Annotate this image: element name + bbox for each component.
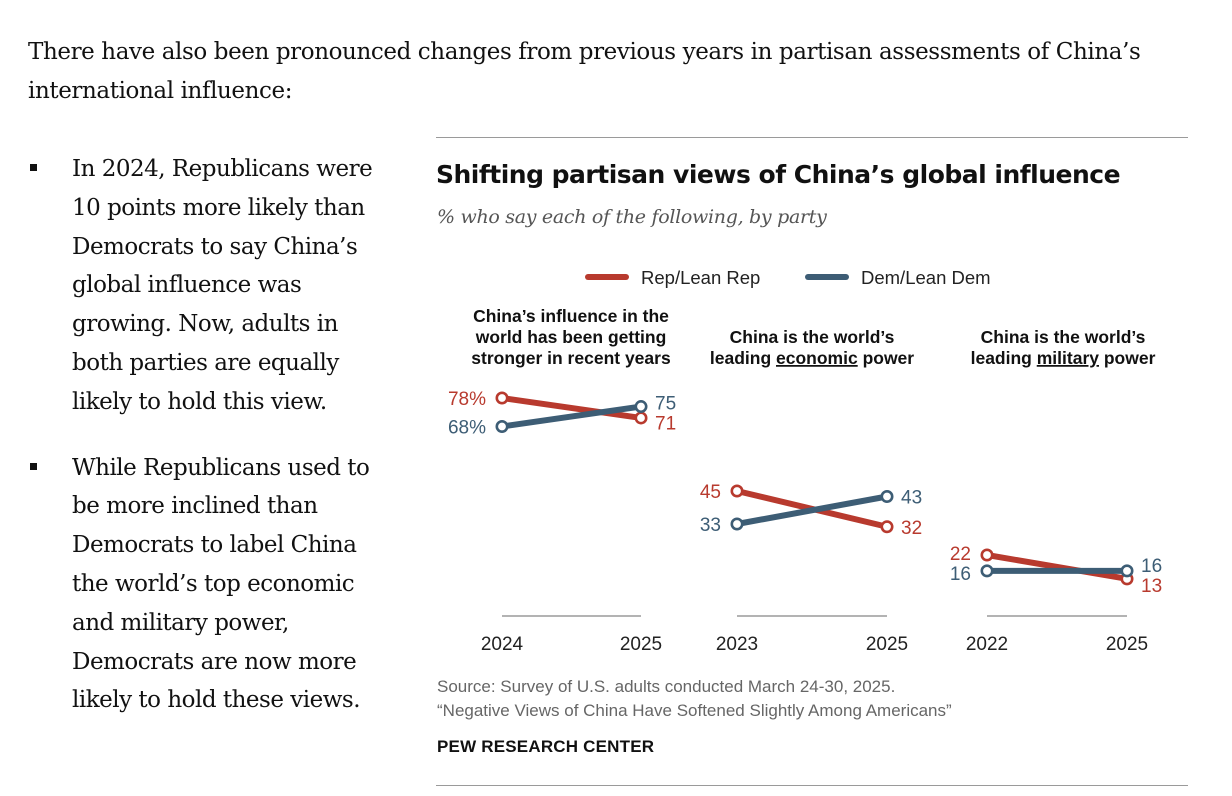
bullet-line: and military power, <box>72 609 289 636</box>
title-text: power <box>858 348 915 368</box>
panel-2-point-dem-end <box>880 489 894 503</box>
panel-3-point-dem-end <box>1120 564 1134 578</box>
bullet-line: 10 points more likely than <box>72 194 365 221</box>
panel-2-point-rep-end <box>880 520 894 534</box>
bullet-square-icon <box>30 462 37 470</box>
title-text: power <box>1099 348 1156 368</box>
panel-2-label-rep-end: 32 <box>901 518 922 539</box>
title-text: leading <box>710 348 776 368</box>
panel-1-label-dem-end: 75 <box>655 393 676 414</box>
panel-1-title-line: China’s influence in the <box>473 306 669 326</box>
bullet-line: likely to hold this view. <box>72 388 327 415</box>
panel-3-title-line: leading military power <box>971 348 1156 368</box>
bullet-list: In 2024, Republicans were 10 points more… <box>28 150 408 747</box>
panel-3-point-dem-start <box>980 564 994 578</box>
bullet-text-1: In 2024, Republicans were 10 points more… <box>72 150 408 422</box>
panel-2-series-line-dem <box>734 493 890 527</box>
panel-3-label-rep-end: 13 <box>1141 576 1162 597</box>
intro-paragraph: There have also been pronounced changes … <box>28 39 1141 104</box>
panel-3-point-rep-start <box>980 548 994 562</box>
title-text: leading <box>971 348 1037 368</box>
source-note: Source: Survey of U.S. adults conducted … <box>437 677 896 696</box>
panel-2-x-label-start: 2023 <box>716 634 758 655</box>
panel-2-x-label-end: 2025 <box>866 634 908 655</box>
title-text: world has been getting <box>475 327 667 347</box>
bullet-line: the world’s top economic <box>72 570 355 597</box>
org-name: PEW RESEARCH CENTER <box>437 737 655 756</box>
panel-2-point-rep-start <box>730 484 744 498</box>
bullet-item-1: In 2024, Republicans were 10 points more… <box>28 150 408 422</box>
panel-3-series-line-rep <box>984 552 1130 582</box>
title-text: stronger in recent years <box>471 348 671 368</box>
legend-label-1: Rep/Lean Rep <box>641 267 760 288</box>
panel-1-point-dem-start <box>495 419 509 433</box>
panel-1-x-label-end: 2025 <box>620 634 662 655</box>
title-text: China is the world’s <box>981 327 1146 347</box>
panel-2-point-dem-start <box>730 517 744 531</box>
panel-1-series-line-dem <box>499 403 644 430</box>
bullet-line: global influence was <box>72 272 302 299</box>
bullet-line: growing. Now, adults in <box>72 311 338 338</box>
panel-3-title-line: China is the world’s <box>981 327 1146 347</box>
bullet-line: Democrats are now more <box>72 648 357 675</box>
panel-1-title-line: stronger in recent years <box>471 348 671 368</box>
bottom-divider <box>436 785 1188 786</box>
bullet-line: Democrats to say China’s <box>72 233 358 260</box>
bullet-line: likely to hold these views. <box>72 687 361 714</box>
panel-2-label-dem-end: 43 <box>901 488 922 509</box>
panel-1-point-rep-end <box>634 411 648 425</box>
panel-2-label-dem-start: 33 <box>700 515 721 536</box>
legend-label-2: Dem/Lean Dem <box>861 267 991 288</box>
panel-3-label-rep-start: 22 <box>950 544 971 565</box>
bullet-line: Democrats to label China <box>72 532 357 559</box>
panel-1-label-rep-end: 71 <box>655 413 676 434</box>
panel-1-x-label-start: 2024 <box>481 634 524 655</box>
panel-1-point-rep-start <box>495 391 509 405</box>
report-title: “Negative Views of China Have Softened S… <box>437 701 952 720</box>
panel-1-point-dem-end <box>634 400 648 414</box>
panel-3-label-dem-end: 16 <box>1141 556 1162 577</box>
chart-subtitle: % who say each of the following, by part… <box>437 206 827 228</box>
title-underlined-word: economic <box>776 348 858 368</box>
bullet-text-2: While Republicans used to be more inclin… <box>72 449 408 721</box>
panel-3-x-label-end: 2025 <box>1106 634 1148 655</box>
chart-title: Shifting partisan views of China’s globa… <box>436 160 1121 189</box>
panel-3-x-label-start: 2022 <box>966 634 1008 655</box>
panel-2-title-line: China is the world’s <box>730 327 895 347</box>
panel-2-title-line: leading economic power <box>710 348 914 368</box>
bullet-line: In 2024, Republicans were <box>72 156 373 182</box>
top-divider <box>436 137 1188 138</box>
bullet-item-2: While Republicans used to be more inclin… <box>28 449 408 721</box>
title-text: China’s influence in the <box>473 306 669 326</box>
title-text: China is the world’s <box>730 327 895 347</box>
panel-1-series-line-rep <box>499 395 644 421</box>
panel-1-title-line: world has been getting <box>475 327 667 347</box>
bullet-square-icon <box>30 164 37 171</box>
bullet-line: both parties are equally <box>72 349 339 376</box>
title-underlined-word: military <box>1037 348 1100 368</box>
bullet-line: be more inclined than <box>72 493 318 520</box>
panel-1-label-dem-start: 68% <box>448 418 486 439</box>
panel-1-label-rep-start: 78% <box>448 389 486 410</box>
bullet-line: While Republicans used to <box>72 454 370 481</box>
panel-2-label-rep-start: 45 <box>700 482 721 503</box>
panel-3-label-dem-start: 16 <box>950 564 971 585</box>
